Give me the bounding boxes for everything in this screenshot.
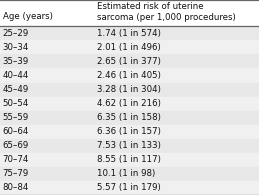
Bar (0, 54, 259, 68)
Bar (0, 167, 259, 181)
Text: 65–69: 65–69 (3, 141, 29, 150)
Text: 6.36 (1 in 157): 6.36 (1 in 157) (97, 127, 161, 136)
Text: 7.53 (1 in 133): 7.53 (1 in 133) (97, 141, 161, 150)
Text: 50–54: 50–54 (3, 99, 29, 108)
Bar (0, 139, 259, 153)
Bar (0, 181, 259, 195)
Text: 10.1 (1 in 98): 10.1 (1 in 98) (97, 169, 155, 178)
Bar (0, 68, 259, 82)
Bar (0, 82, 259, 97)
Text: 1.74 (1 in 574): 1.74 (1 in 574) (97, 29, 161, 38)
Text: 55–59: 55–59 (3, 113, 29, 122)
Text: Estimated risk of uterine
sarcoma (per 1,000 procedures): Estimated risk of uterine sarcoma (per 1… (97, 2, 236, 22)
Text: 60–64: 60–64 (3, 127, 29, 136)
Bar (0, 125, 259, 139)
Bar (0, 97, 259, 111)
Text: 40–44: 40–44 (3, 71, 29, 80)
Bar (0, 111, 259, 125)
Text: 75–79: 75–79 (3, 169, 29, 178)
Bar (0, 26, 259, 40)
Text: 30–34: 30–34 (3, 43, 29, 52)
Text: 25–29: 25–29 (3, 29, 29, 38)
Text: 80–84: 80–84 (3, 183, 29, 192)
Bar (0, 153, 259, 167)
Text: Age (years): Age (years) (3, 12, 53, 21)
Bar (0, 40, 259, 54)
Text: 45–49: 45–49 (3, 85, 29, 94)
Bar (0, 0, 259, 26)
Text: 35–39: 35–39 (3, 57, 29, 66)
Text: 8.55 (1 in 117): 8.55 (1 in 117) (97, 155, 161, 164)
Text: 4.62 (1 in 216): 4.62 (1 in 216) (97, 99, 161, 108)
Text: 2.01 (1 in 496): 2.01 (1 in 496) (97, 43, 161, 52)
Text: 5.57 (1 in 179): 5.57 (1 in 179) (97, 183, 161, 192)
Text: 3.28 (1 in 304): 3.28 (1 in 304) (97, 85, 161, 94)
Text: 2.65 (1 in 377): 2.65 (1 in 377) (97, 57, 161, 66)
Text: 6.35 (1 in 158): 6.35 (1 in 158) (97, 113, 161, 122)
Text: 70–74: 70–74 (3, 155, 29, 164)
Text: 2.46 (1 in 405): 2.46 (1 in 405) (97, 71, 161, 80)
